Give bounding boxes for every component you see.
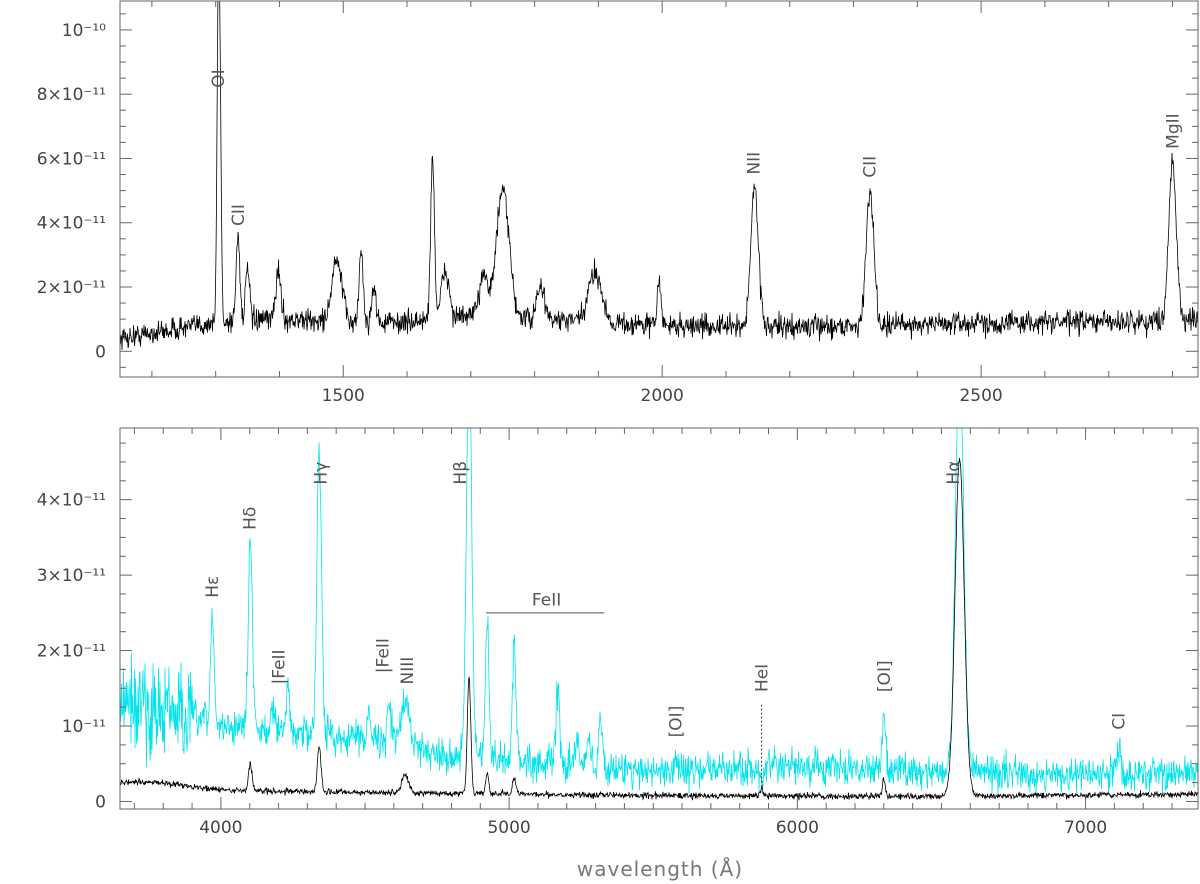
emission-line-label: Hα	[944, 461, 964, 485]
x-tick-label: 4000	[199, 818, 242, 838]
x-tick-label: 2000	[641, 386, 684, 406]
x-tick-label: 5000	[487, 818, 530, 838]
x-tick-label: 7000	[1064, 818, 1107, 838]
emission-line-label: NIII	[398, 657, 418, 685]
y-tick-label: 10⁻¹⁰	[62, 21, 106, 41]
emission-line-label: FeII	[532, 590, 561, 610]
y-tick-label: 3×10⁻¹¹	[37, 566, 106, 586]
y-tick-label: 0	[95, 342, 106, 362]
emission-line-label: |FeII	[270, 649, 290, 684]
y-tick-label: 4×10⁻¹¹	[37, 214, 106, 234]
emission-line-label: Hγ	[311, 462, 331, 485]
x-tick-label: 2500	[959, 386, 1002, 406]
x-tick-label: 6000	[776, 818, 819, 838]
y-tick-label: 2×10⁻¹¹	[37, 278, 106, 298]
y-tick-label: 4×10⁻¹¹	[37, 491, 106, 511]
emission-line-label: HeI	[753, 664, 773, 692]
x-axis-label: wavelength (Å)	[577, 857, 743, 881]
y-tick-label: 6×10⁻¹¹	[37, 149, 106, 169]
spectrum-series-line	[120, 1, 1198, 350]
spectrum-series-line	[120, 428, 1198, 796]
emission-line-label: CII	[860, 156, 880, 178]
emission-line-label: CII	[229, 204, 249, 226]
emission-line-label: CI	[1110, 713, 1130, 730]
emission-line-label: [OI]	[875, 660, 895, 692]
y-tick-label: 10⁻¹¹	[62, 717, 106, 737]
emission-line-label: Hδ	[241, 507, 261, 530]
emission-line-label: OI	[209, 69, 229, 87]
emission-line-label: [OI]	[666, 706, 686, 738]
series-group	[120, 428, 1198, 801]
bottom-panel: 4000 5000 6000 7000 0 10⁻¹¹ 2×10⁻¹¹ 3×10⁻¹¹ 4×10…	[37, 427, 1199, 838]
y-tick-label: 2×10⁻¹¹	[37, 642, 106, 662]
spectrum-series-line	[120, 457, 1198, 801]
emission-line-label: |FeII	[373, 638, 393, 673]
series-group	[120, 1, 1198, 350]
y-tick-label: 0	[95, 792, 106, 812]
top-panel: 1500 2000 2500 0 2×10⁻¹¹ 4×10⁻¹¹ 6×10⁻¹¹ 8×10⁻¹…	[37, 0, 1199, 406]
emission-line-label: NII	[744, 152, 764, 175]
emission-line-label: Hβ	[451, 461, 471, 485]
y-tick-label: 8×10⁻¹¹	[37, 85, 106, 105]
emission-line-label: MgII	[1163, 113, 1183, 149]
emission-line-label: Hε	[203, 576, 223, 598]
plot-frame	[119, 0, 1199, 378]
plot-frame	[119, 427, 1199, 810]
x-tick-label: 1500	[322, 386, 365, 406]
